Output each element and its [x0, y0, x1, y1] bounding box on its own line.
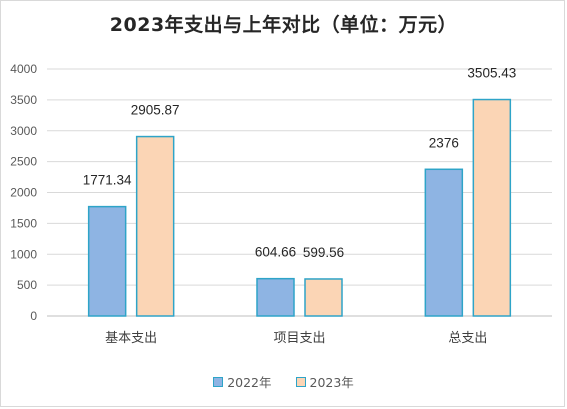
data-label: 599.56: [303, 245, 344, 260]
x-tick-label: 总支出: [448, 331, 487, 346]
data-label: 1771.34: [83, 173, 132, 188]
x-axis: 基本支出 项目支出 总支出: [105, 331, 487, 346]
bar[interactable]: [424, 168, 464, 317]
legend-item-2023[interactable]: 2023年: [295, 372, 354, 391]
legend-label-2022: 2022年: [227, 375, 272, 390]
bar[interactable]: [304, 278, 343, 317]
y-tick-label: 4000: [10, 62, 37, 76]
y-tick-label: 500: [17, 278, 37, 292]
legend-label-2023: 2023年: [309, 375, 354, 390]
legend-item-2022[interactable]: 2022年: [213, 372, 272, 391]
legend-swatch-2022: [213, 376, 224, 387]
bar[interactable]: [87, 205, 127, 317]
y-tick-label: 1500: [10, 216, 37, 230]
grid-layer: [47, 68, 552, 317]
data-label: 3505.43: [467, 66, 516, 81]
bar[interactable]: [472, 98, 512, 317]
y-tick-label: 2500: [10, 155, 37, 169]
legend-swatch-2023: [295, 376, 306, 387]
y-tick-label: 3500: [10, 93, 37, 107]
data-label: 2376: [429, 135, 459, 150]
chart-title: 2023年支出与上年对比（单位：万元）: [109, 14, 458, 36]
y-tick-label: 0: [30, 309, 37, 323]
bar[interactable]: [256, 277, 295, 317]
y-tick-label: 1000: [10, 247, 37, 261]
data-label: 2905.87: [131, 103, 180, 118]
y-axis: 0 500 1000 1500 2000 2500 3000 3500 4000: [10, 62, 37, 323]
data-labels-layer: 1771.34 2905.87 604.66 599.56 2376 3505.43: [83, 66, 516, 260]
bar[interactable]: [135, 135, 175, 317]
x-tick-label: 基本支出: [105, 331, 157, 346]
x-tick-label: 项目支出: [273, 331, 325, 346]
data-label: 604.66: [255, 245, 296, 260]
bars-layer: [87, 98, 512, 317]
y-tick-label: 3000: [10, 124, 37, 138]
y-tick-label: 2000: [10, 186, 37, 200]
legend: 2022年 2023年: [0, 372, 567, 391]
